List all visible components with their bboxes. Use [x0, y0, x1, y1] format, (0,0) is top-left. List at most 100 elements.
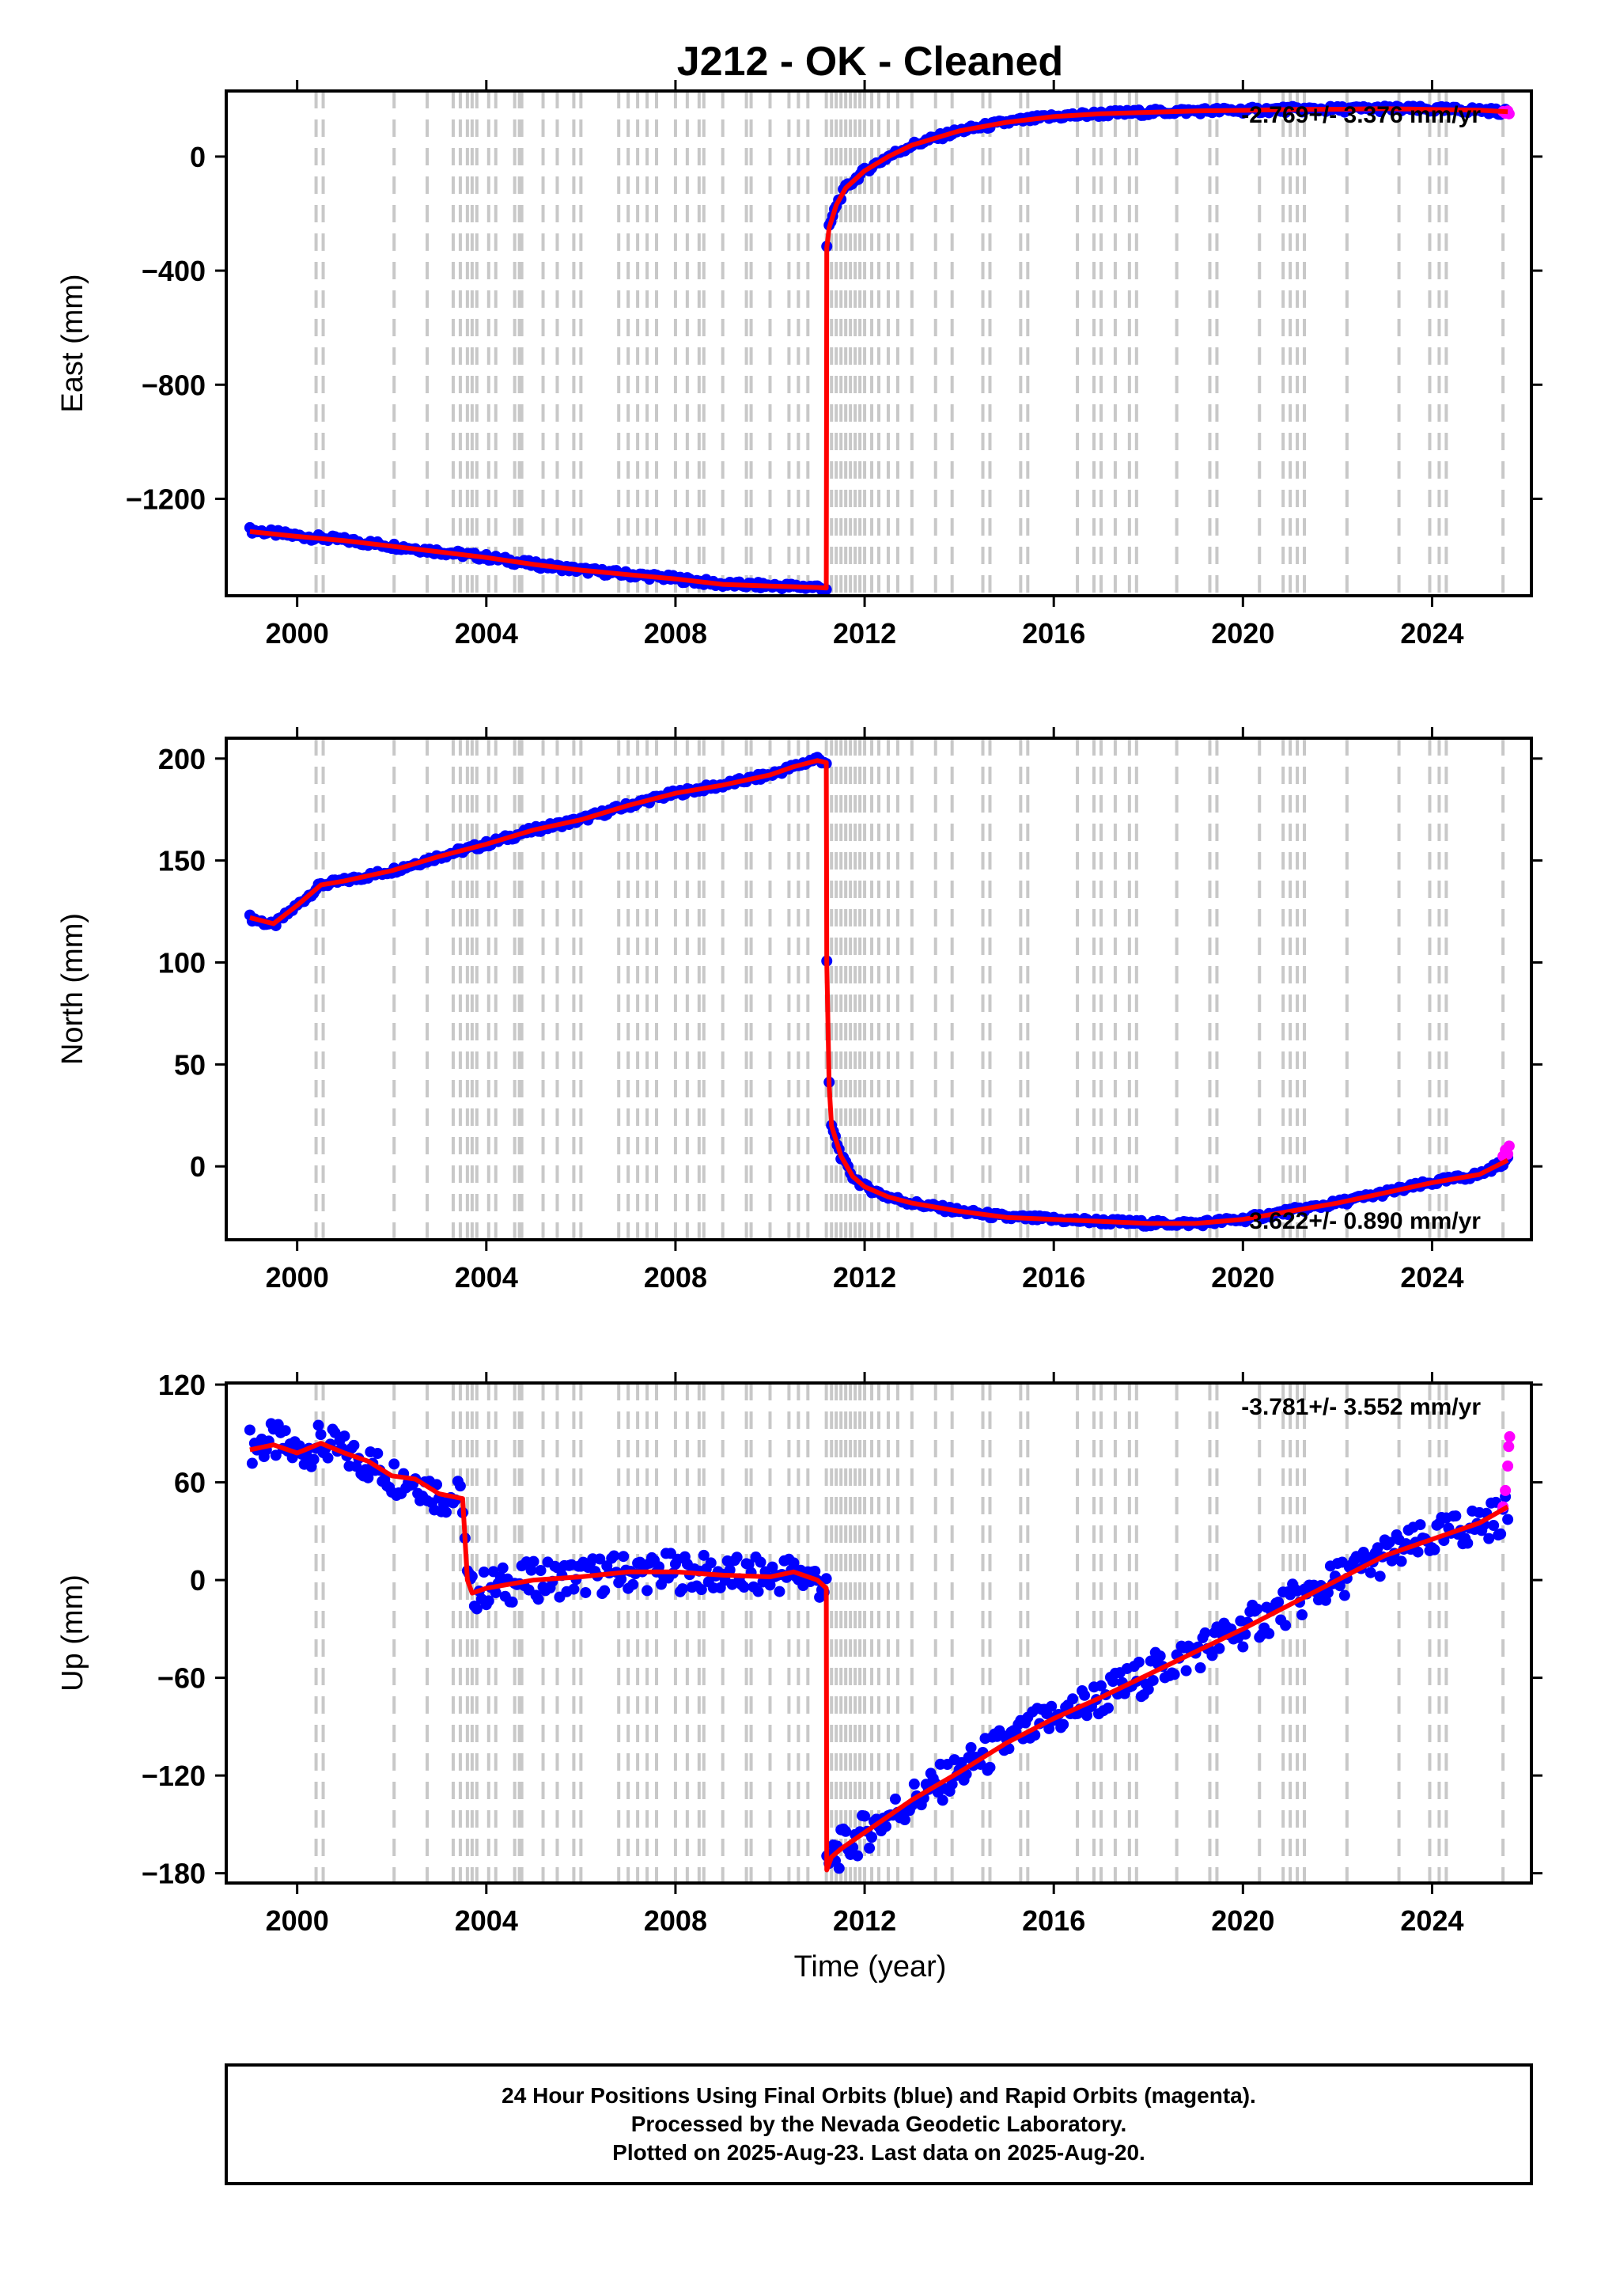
up-final-point [724, 1564, 736, 1576]
up-model-line [249, 1441, 1509, 1873]
up-rapid-point [1500, 1484, 1512, 1496]
y-tick-label: 150 [158, 845, 206, 877]
up-final-point [653, 1561, 665, 1573]
footer-line-2: Processed by the Nevada Geodetic Laborat… [631, 2112, 1127, 2136]
up-final-point [1462, 1537, 1474, 1549]
up-final-point [1502, 1514, 1514, 1525]
east-panel: 2000 2004 2008 2012 2016 2020 2024 0 −400 −800 −12… [56, 80, 1542, 650]
up-final-point [471, 1603, 483, 1615]
up-frame [225, 1381, 1533, 1885]
up-final-point [1043, 1722, 1055, 1734]
up-final-point [676, 1583, 688, 1595]
x-tick-label: 2000 [266, 1261, 329, 1294]
east-model-line [249, 106, 1508, 591]
footer-line-1: 24 Hour Positions Using Final Orbits (bl… [501, 2083, 1256, 2108]
up-final-point [362, 1472, 374, 1483]
up-final-point [946, 1779, 958, 1790]
up-final-point [594, 1553, 606, 1565]
y-tick-label: −180 [142, 1858, 206, 1890]
up-final-point [315, 1429, 327, 1441]
up-final-point [1058, 1718, 1069, 1730]
event-lines [314, 738, 1505, 1240]
up-final-point [627, 1578, 639, 1590]
y-tick-label: −800 [142, 369, 206, 401]
up-final-point [1412, 1546, 1424, 1558]
up-final-point [1483, 1533, 1495, 1544]
x-tick-label: 2012 [833, 617, 896, 650]
up-final-point [279, 1425, 291, 1437]
x-tick-label: 2016 [1022, 617, 1085, 650]
up-final-point [1180, 1665, 1192, 1677]
up-final-point [1133, 1656, 1145, 1668]
up-final-point [852, 1850, 864, 1862]
up-final-point [889, 1793, 901, 1805]
footer-box: 24 Hour Positions Using Final Orbits (bl… [225, 2063, 1533, 2185]
y-tick-label: 60 [174, 1467, 206, 1499]
up-rapid-point [1502, 1460, 1514, 1472]
up-final-point [705, 1557, 717, 1569]
up-final-point [608, 1550, 620, 1562]
north-rapid-point [1502, 1148, 1514, 1160]
footer-line-3: Plotted on 2025-Aug-23. Last data on 202… [612, 2140, 1145, 2165]
y-tick-label: −60 [157, 1662, 206, 1695]
up-final-point [752, 1586, 764, 1597]
up-final-point [478, 1567, 490, 1578]
up-final-point [1168, 1669, 1180, 1680]
up-final-point [1429, 1544, 1440, 1555]
up-final-point [490, 1587, 501, 1599]
up-final-point [1372, 1542, 1383, 1554]
up-final-point [246, 1457, 258, 1469]
footer-frame [225, 2063, 1533, 2185]
up-final-point [1273, 1597, 1285, 1608]
up-final-point [1383, 1536, 1395, 1548]
x-axis-title: Time (year) [794, 1950, 947, 1983]
north-model-line [249, 758, 1509, 1226]
up-final-point [1206, 1650, 1218, 1661]
up-final-point [766, 1561, 778, 1573]
up-final-point [1079, 1689, 1091, 1701]
up-final-point [1322, 1587, 1334, 1599]
x-tick-label: 2004 [455, 1261, 518, 1294]
up-final-point [1395, 1555, 1407, 1567]
x-tick-label: 2020 [1211, 617, 1274, 650]
y-tick-label: 100 [158, 946, 206, 979]
up-final-point [312, 1419, 324, 1431]
up-final-point [1194, 1662, 1206, 1674]
up-final-point [642, 1585, 653, 1597]
up-final-point [388, 1458, 400, 1470]
y-tick-label: −1200 [126, 483, 206, 515]
up-final-point [1495, 1528, 1507, 1540]
east-y-axis-title: East (mm) [56, 274, 89, 412]
y-tick-label: 0 [190, 1564, 206, 1597]
x-tick-label: 2020 [1211, 1904, 1274, 1937]
north-panel: 2000 2004 2008 2012 2016 2020 2024 200 150 100 50 0… [56, 727, 1542, 1294]
east-frame [225, 89, 1533, 597]
up-y-axis-title: Up (mm) [56, 1574, 89, 1692]
y-tick-label: −400 [142, 255, 206, 287]
x-tick-label: 2000 [266, 617, 329, 650]
up-final-point [483, 1595, 494, 1607]
up-final-point [440, 1506, 452, 1518]
up-final-point [506, 1596, 518, 1608]
up-rate-label: -3.781+/- 3.552 mm/yr [1241, 1394, 1481, 1420]
up-final-point [738, 1582, 750, 1593]
north-plot-area [244, 752, 1515, 1232]
up-final-point [372, 1448, 384, 1460]
north-y-axis-title: North (mm) [56, 913, 89, 1065]
up-final-point [1364, 1567, 1376, 1578]
up-final-point [322, 1452, 334, 1464]
up-final-point [698, 1549, 710, 1561]
up-final-point [1263, 1627, 1275, 1639]
up-final-point [840, 1825, 852, 1837]
up-plot-area [244, 1418, 1516, 1874]
y-tick-label: 200 [158, 743, 206, 775]
up-final-point [1488, 1520, 1500, 1532]
up-final-point [568, 1583, 580, 1595]
up-final-point [755, 1556, 766, 1568]
up-final-point [1142, 1684, 1154, 1695]
x-tick-label: 2008 [644, 1904, 707, 1937]
up-final-point [864, 1842, 876, 1854]
up-final-point [535, 1565, 547, 1577]
up-final-point [908, 1778, 920, 1790]
